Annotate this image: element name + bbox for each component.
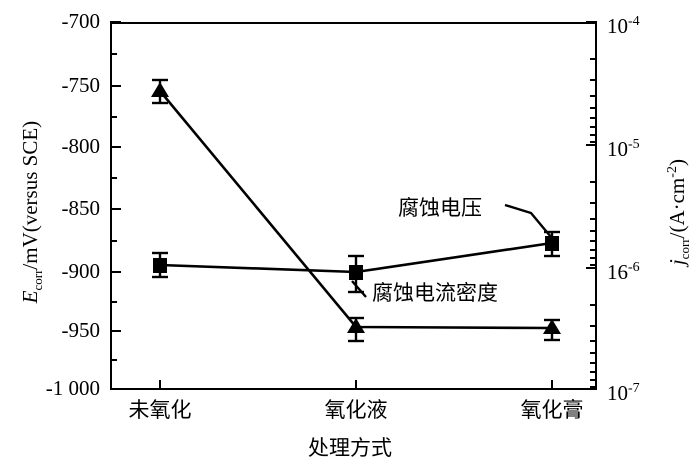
- y-tick-label-left: -850: [61, 196, 101, 220]
- y-tick-right-major: [586, 388, 597, 390]
- y-tick-left-major: [110, 388, 121, 390]
- series-current-density: [151, 78, 561, 343]
- y-tick-left-minor: [110, 301, 117, 303]
- y-tick-left-minor: [110, 240, 117, 242]
- y-tick-right-minor: [590, 58, 597, 60]
- data-point-marker-triangle: [347, 318, 365, 333]
- annotation-leader-current: [351, 280, 367, 298]
- y-tick-right-minor: [590, 141, 597, 143]
- x-tick: [159, 380, 161, 390]
- x-axis-title: 处理方式: [308, 437, 392, 460]
- y-tick-label-right: 10-4: [607, 14, 640, 38]
- y-tick-left-minor: [110, 359, 117, 361]
- y-tick-left-major: [110, 330, 121, 332]
- y-tick-right-minor: [590, 340, 597, 342]
- data-point-marker-square: [545, 236, 559, 251]
- y-tick-right-minor: [590, 352, 597, 354]
- y-tick-right-minor: [590, 107, 597, 109]
- annotation-current-density: 腐蚀电流密度: [372, 282, 498, 305]
- y-tick-right-major: [586, 144, 597, 146]
- y-tick-label-right: 10-7: [607, 381, 640, 405]
- y-tick-right-minor: [590, 117, 597, 119]
- y-tick-left-major: [110, 208, 121, 210]
- y-tick-right-minor: [590, 371, 597, 373]
- y-tick-left-minor: [110, 177, 117, 179]
- series-corrosion-potential: [152, 230, 560, 294]
- data-point-marker-square: [349, 265, 363, 280]
- y-tick-right-minor: [590, 379, 597, 381]
- y-tick-left-major: [110, 146, 121, 148]
- y-tick-label-right: 10-5: [607, 137, 640, 161]
- y-tick-label-left: -950: [61, 318, 101, 342]
- annotation-corrosion-potential: 腐蚀电压: [398, 197, 482, 220]
- x-tick: [355, 380, 357, 390]
- y-tick-right-minor: [590, 95, 597, 97]
- y-tick-right-minor: [590, 264, 597, 266]
- y-tick-right-minor: [590, 386, 597, 388]
- y-tick-label-left: -900: [61, 259, 101, 283]
- y-tick-right-major: [586, 21, 597, 23]
- y-tick-label-left: -750: [61, 73, 101, 97]
- y-tick-right-minor: [590, 230, 597, 232]
- x-tick-label: 氧化液: [324, 399, 388, 422]
- y-tick-label-right: 16-6: [607, 260, 640, 284]
- y-tick-right-minor: [590, 257, 597, 259]
- y-tick-left-major: [110, 271, 121, 273]
- data-point-marker-triangle: [151, 82, 169, 97]
- y-tick-right-major: [586, 267, 597, 269]
- y-tick-right-minor: [590, 202, 597, 204]
- y-tick-left-minor: [110, 116, 117, 118]
- y-tick-left-major: [110, 85, 121, 87]
- y-tick-right-minor: [590, 362, 597, 364]
- y-tick-right-minor: [590, 218, 597, 220]
- y-tick-label-left: -700: [61, 9, 101, 33]
- x-tick-label: 氧化膏: [520, 399, 584, 422]
- y-tick-right-minor: [590, 249, 597, 251]
- data-point-marker-triangle: [543, 319, 561, 334]
- y-tick-right-minor: [590, 304, 597, 306]
- y-tick-label-left: -800: [61, 134, 101, 158]
- y-tick-label-left: -1 000: [45, 376, 100, 400]
- y-tick-right-minor: [590, 126, 597, 128]
- y-tick-right-minor: [590, 181, 597, 183]
- y-tick-right-minor: [590, 240, 597, 242]
- data-point-marker-square: [153, 258, 167, 273]
- y-tick-left-major: [110, 21, 121, 23]
- x-tick-label: 未氧化: [128, 399, 192, 422]
- y-tick-right-minor: [590, 79, 597, 81]
- y-tick-left-minor: [110, 53, 117, 55]
- y-tick-right-minor: [590, 134, 597, 136]
- y-tick-right-minor: [590, 325, 597, 327]
- annotation-leader-potential: [504, 203, 552, 238]
- x-tick: [551, 380, 553, 390]
